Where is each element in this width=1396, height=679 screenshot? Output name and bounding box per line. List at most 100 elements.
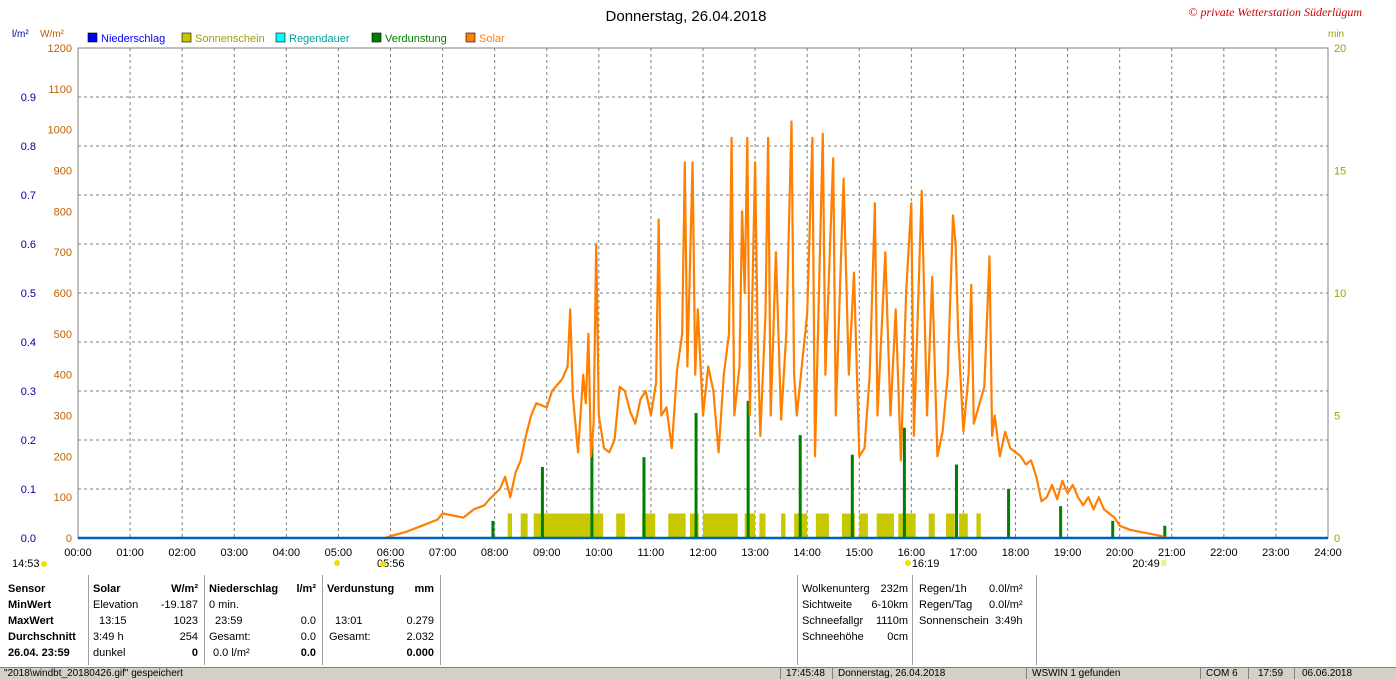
x-axis-tick: 00:00 [64,547,92,559]
evap-r3-value: 0.000 [406,647,434,659]
sunshine-bar [616,513,625,538]
sunshine-bar [898,513,916,538]
evaporation-bar [954,464,958,538]
stats-rain-panel: Niederschlag l/m² 0 min. 23:59 0.0 Gesam… [205,575,323,665]
left-axis-solar-unit: W/m² [40,29,65,40]
rain-r0-label: 0 min. [209,599,239,611]
legend-swatch [371,32,382,43]
status-device: WSWIN 1 gefunden [1032,668,1121,679]
x-axis-tick: 12:00 [689,547,717,559]
sunshine-bar [703,513,738,538]
evaporation-bar [1059,506,1063,538]
sunshine-bar [815,513,829,538]
x-axis-tick: 24:00 [1314,547,1342,559]
rain-r3-value: 0.0 [300,647,316,659]
left-axis-rain-tick: 0.1 [21,484,36,496]
x-axis-tick: 09:00 [533,547,561,559]
evap-r2-label: Gesamt: [329,631,371,643]
cloud-r0-label: Wolkenunterg [802,583,870,595]
weather-chart: 0.00.10.20.30.40.50.60.70.80.90100200300… [12,5,1362,570]
x-axis-tick: 10:00 [585,547,613,559]
x-axis-tick: 07:00 [429,547,457,559]
legend-label: Sonnenschein [195,33,265,45]
left-axis-rain-tick: 0.9 [21,92,36,104]
status-date2: 06.06.2018 [1302,668,1353,679]
sunshine-bar [759,513,766,538]
sunshine-bar [946,513,955,538]
left-axis-rain-tick: 0.3 [21,386,36,398]
marker-sunrise-dot [334,560,341,566]
right-axis-tick: 15 [1334,166,1346,178]
right-axis-tick: 20 [1334,43,1346,55]
evaporation-bar [1111,520,1115,538]
rain-r3-label: 0.0 l/m² [213,647,250,659]
sunshine-bar [668,513,686,538]
rain-header: Niederschlag [209,583,279,595]
solar-r1-label: 13:15 [99,615,127,627]
left-axis-solar-tick: 1100 [48,84,72,96]
left-axis-solar-tick: 500 [54,329,72,341]
evaporation-bar [902,427,906,538]
left-axis-solar-tick: 300 [54,411,72,423]
status-time2: 17:59 [1258,668,1284,679]
chart-legend: Niederschlag Sonnenschein Regendauer Verdun… [87,32,505,45]
left-axis-rain-tick: 0.0 [21,533,36,545]
x-axis-tick: 21:00 [1158,547,1186,559]
solar-unit: W/m² [171,583,198,595]
rainrate-r1-label: Regen/Tag [919,599,973,611]
time-markers: 14:53 05:56 16:19 20:49 [12,558,1167,570]
solar-r3-value: 0 [191,647,198,659]
sensor-avg-label: Durchschnitt [8,631,76,643]
marker-left-time: 14:53 [12,558,40,570]
left-axis-solar-tick: 100 [54,492,72,504]
x-axis-tick: 11:00 [638,547,665,559]
chart-grid [77,47,1329,539]
x-axis-tick: 08:00 [481,547,509,559]
marker-sunrise-time: 05:56 [377,558,405,570]
evaporation-bar [694,413,698,538]
rain-r2-label: Gesamt: [209,631,251,643]
x-axis-tick: 03:00 [220,547,248,559]
stats-sensor-panel: Sensor MinWert MaxWert Durchschnitt 26.0… [4,575,89,665]
evaporation-bar [642,457,646,538]
x-axis-tick: 06:00 [377,547,405,559]
sunshine-bar [744,513,756,538]
x-axis-tick: 13:00 [741,547,769,559]
evap-r1-label: 13:01 [335,615,363,627]
stats-evap-panel: Verdunstung mm 13:01 0.279 Gesamt: 2.032… [323,575,441,665]
stats-solar-panel: Solar W/m² Elevation -19.187 13:15 1023 … [89,575,205,665]
left-axis-rain-unit: l/m² [12,29,29,40]
cloud-r2-label: Schneefallgr [802,615,864,627]
left-axis-solar-tick: 200 [54,451,72,463]
x-axis-tick: 01:00 [116,547,144,559]
left-axis-rain-tick: 0.8 [21,141,36,153]
x-axis-tick: 20:00 [1106,547,1134,559]
sunshine-bar [642,513,656,538]
rain-r1-label: 23:59 [215,615,243,627]
solar-r1-value: 1023 [173,615,198,627]
left-axis-solar-tick: 1200 [48,43,72,55]
left-axis-solar-tick: 800 [54,206,72,218]
x-axis-tick: 04:00 [273,547,301,559]
marker-sunrise-dot2 [380,561,387,567]
x-axis-tick: 16:00 [898,547,926,559]
sunshine-bar [689,513,699,538]
x-axis-tick: 23:00 [1262,547,1290,559]
status-date: Donnerstag, 26.04.2018 [838,668,946,679]
sensor-header: Sensor [8,583,46,595]
left-axis-rain-tick: 0.5 [21,288,36,300]
rain-r2-value: 0.0 [300,631,316,643]
left-axis-solar-tick: 400 [54,370,72,382]
left-axis-rain-tick: 0.2 [21,435,36,447]
stats-rainrate-panel: Regen/1h 0.0l/m² Regen/Tag 0.0l/m² Sonne… [913,575,1037,665]
left-axis-solar-tick: 0 [66,533,72,545]
evaporation-bar [540,466,544,538]
sensor-min-label: MinWert [8,599,52,611]
sunshine-bar [959,513,968,538]
sensor-date-label: 26.04. 23:59 [8,647,70,659]
marker-noon-dot [904,560,911,566]
legend-swatch [181,32,192,43]
status-file: "2018\windbt_20180426.gif" gespeichert [4,668,183,679]
legend-swatch [87,32,98,43]
solar-line [384,120,1167,540]
